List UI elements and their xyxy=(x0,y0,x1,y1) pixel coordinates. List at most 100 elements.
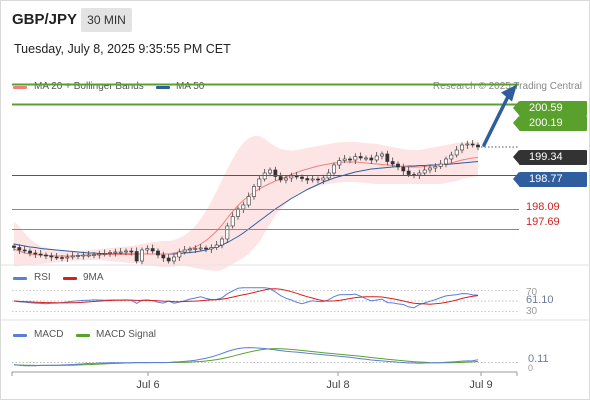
candle-body xyxy=(406,170,411,175)
macd-panel xyxy=(12,347,519,367)
candle-body xyxy=(385,153,390,162)
candle-body xyxy=(182,249,187,253)
candle-body xyxy=(369,157,374,161)
candle-body xyxy=(220,238,224,246)
candle-body xyxy=(150,248,155,252)
candle-body xyxy=(390,161,395,165)
candle-body xyxy=(225,225,230,240)
macd-signal-swatch xyxy=(76,334,90,337)
candle-body xyxy=(204,247,208,250)
research-credit: Research © 2025 Trading Central xyxy=(432,81,582,92)
rsi-upper-label: 70 xyxy=(526,287,538,298)
ma50-legend-label: MA 50 xyxy=(176,81,205,92)
candle-body xyxy=(332,164,336,174)
candle-body xyxy=(236,208,240,217)
candle-body xyxy=(230,216,235,227)
level-tag-200-59: 200.59 xyxy=(513,101,587,116)
candle-body xyxy=(86,254,91,257)
candle-body xyxy=(257,178,262,187)
candle-body xyxy=(316,178,320,181)
candle-body xyxy=(145,248,150,251)
level-tag-200-19: 200.19 xyxy=(513,116,587,131)
ma50-swatch xyxy=(156,86,170,89)
candle-body xyxy=(476,144,480,148)
candle-body xyxy=(422,169,427,174)
candle-body xyxy=(97,253,102,256)
candle-body xyxy=(358,156,363,159)
candle-body xyxy=(294,175,299,178)
level-tag-198-09: 198.09 xyxy=(526,201,560,213)
candle-body xyxy=(209,247,214,250)
candle-body xyxy=(433,166,438,169)
candle-body xyxy=(284,177,288,181)
candle-body xyxy=(449,154,454,160)
candle-body xyxy=(166,257,171,262)
macd-legend: MACD MACD Signal xyxy=(1,329,401,343)
rsi-value-label: 61.10 xyxy=(526,294,554,306)
ma20-legend-label: MA 20 + Bollinger Bands xyxy=(34,81,144,92)
candle-body xyxy=(177,251,182,258)
rsi-panel xyxy=(12,287,519,313)
candle-body xyxy=(337,160,342,166)
candle-body xyxy=(428,167,432,171)
candle-body xyxy=(124,250,128,253)
level-tag-198-77: 198.77 xyxy=(513,172,587,187)
candle-body xyxy=(65,256,70,259)
candle-body xyxy=(417,172,422,176)
macd-signal-legend-label: MACD Signal xyxy=(96,329,157,340)
price-levels xyxy=(12,83,519,230)
candle-body xyxy=(353,156,358,161)
candle-body xyxy=(33,252,38,255)
bollinger-band xyxy=(14,136,478,271)
candle-body xyxy=(118,251,123,254)
candle-body xyxy=(70,255,75,258)
candle-body xyxy=(113,251,118,254)
candle-body xyxy=(444,158,448,165)
macd-legend-label: MACD xyxy=(34,329,64,340)
candle-body xyxy=(92,254,96,256)
rsi-swatch xyxy=(13,277,27,280)
candle-body xyxy=(172,256,176,262)
macd-value-label: 0.11 xyxy=(528,353,549,365)
candle-body xyxy=(289,175,294,179)
candle-body xyxy=(454,149,459,156)
candle-body xyxy=(342,158,347,161)
arrow-head xyxy=(501,84,517,102)
candle-body xyxy=(54,256,59,259)
rsi-line xyxy=(13,287,479,309)
ma20-line xyxy=(13,157,479,257)
candle-body xyxy=(28,250,32,254)
candle-body xyxy=(465,143,470,146)
candle-body xyxy=(60,257,64,259)
current-price-tag: 199.34 xyxy=(513,150,587,165)
candle-body xyxy=(252,186,256,197)
target-arrow xyxy=(482,84,517,147)
candle-body xyxy=(241,204,246,210)
rsi-lower-label: 30 xyxy=(526,306,538,317)
macd-signal-line xyxy=(13,348,479,366)
price-panel xyxy=(12,136,480,271)
ma20-swatch xyxy=(13,86,27,89)
candle-body xyxy=(470,143,475,146)
timeframe-button[interactable]: 30 MIN xyxy=(81,8,132,32)
level-tag-197-69: 197.69 xyxy=(526,216,560,228)
x-label-jul-6: Jul 6 xyxy=(136,379,160,391)
candle-body xyxy=(44,254,48,257)
candle-body xyxy=(401,166,406,172)
candle-body xyxy=(76,255,80,257)
candle-body xyxy=(156,250,160,256)
candle-body xyxy=(108,252,112,254)
macd-swatch xyxy=(13,334,27,337)
rsi-legend-label: RSI xyxy=(34,272,51,283)
candle-body xyxy=(300,176,304,179)
timestamp: Tuesday, July 8, 2025 9:35:55 PM CET xyxy=(14,42,231,56)
candle-body xyxy=(102,253,107,255)
candle-body xyxy=(161,254,166,259)
candle-body xyxy=(396,163,400,168)
candle-body xyxy=(305,178,310,181)
main-legend: MA 20 + Bollinger Bands MA 50 Research ©… xyxy=(1,81,590,95)
candle-body xyxy=(364,157,368,160)
candle-body xyxy=(438,163,443,167)
